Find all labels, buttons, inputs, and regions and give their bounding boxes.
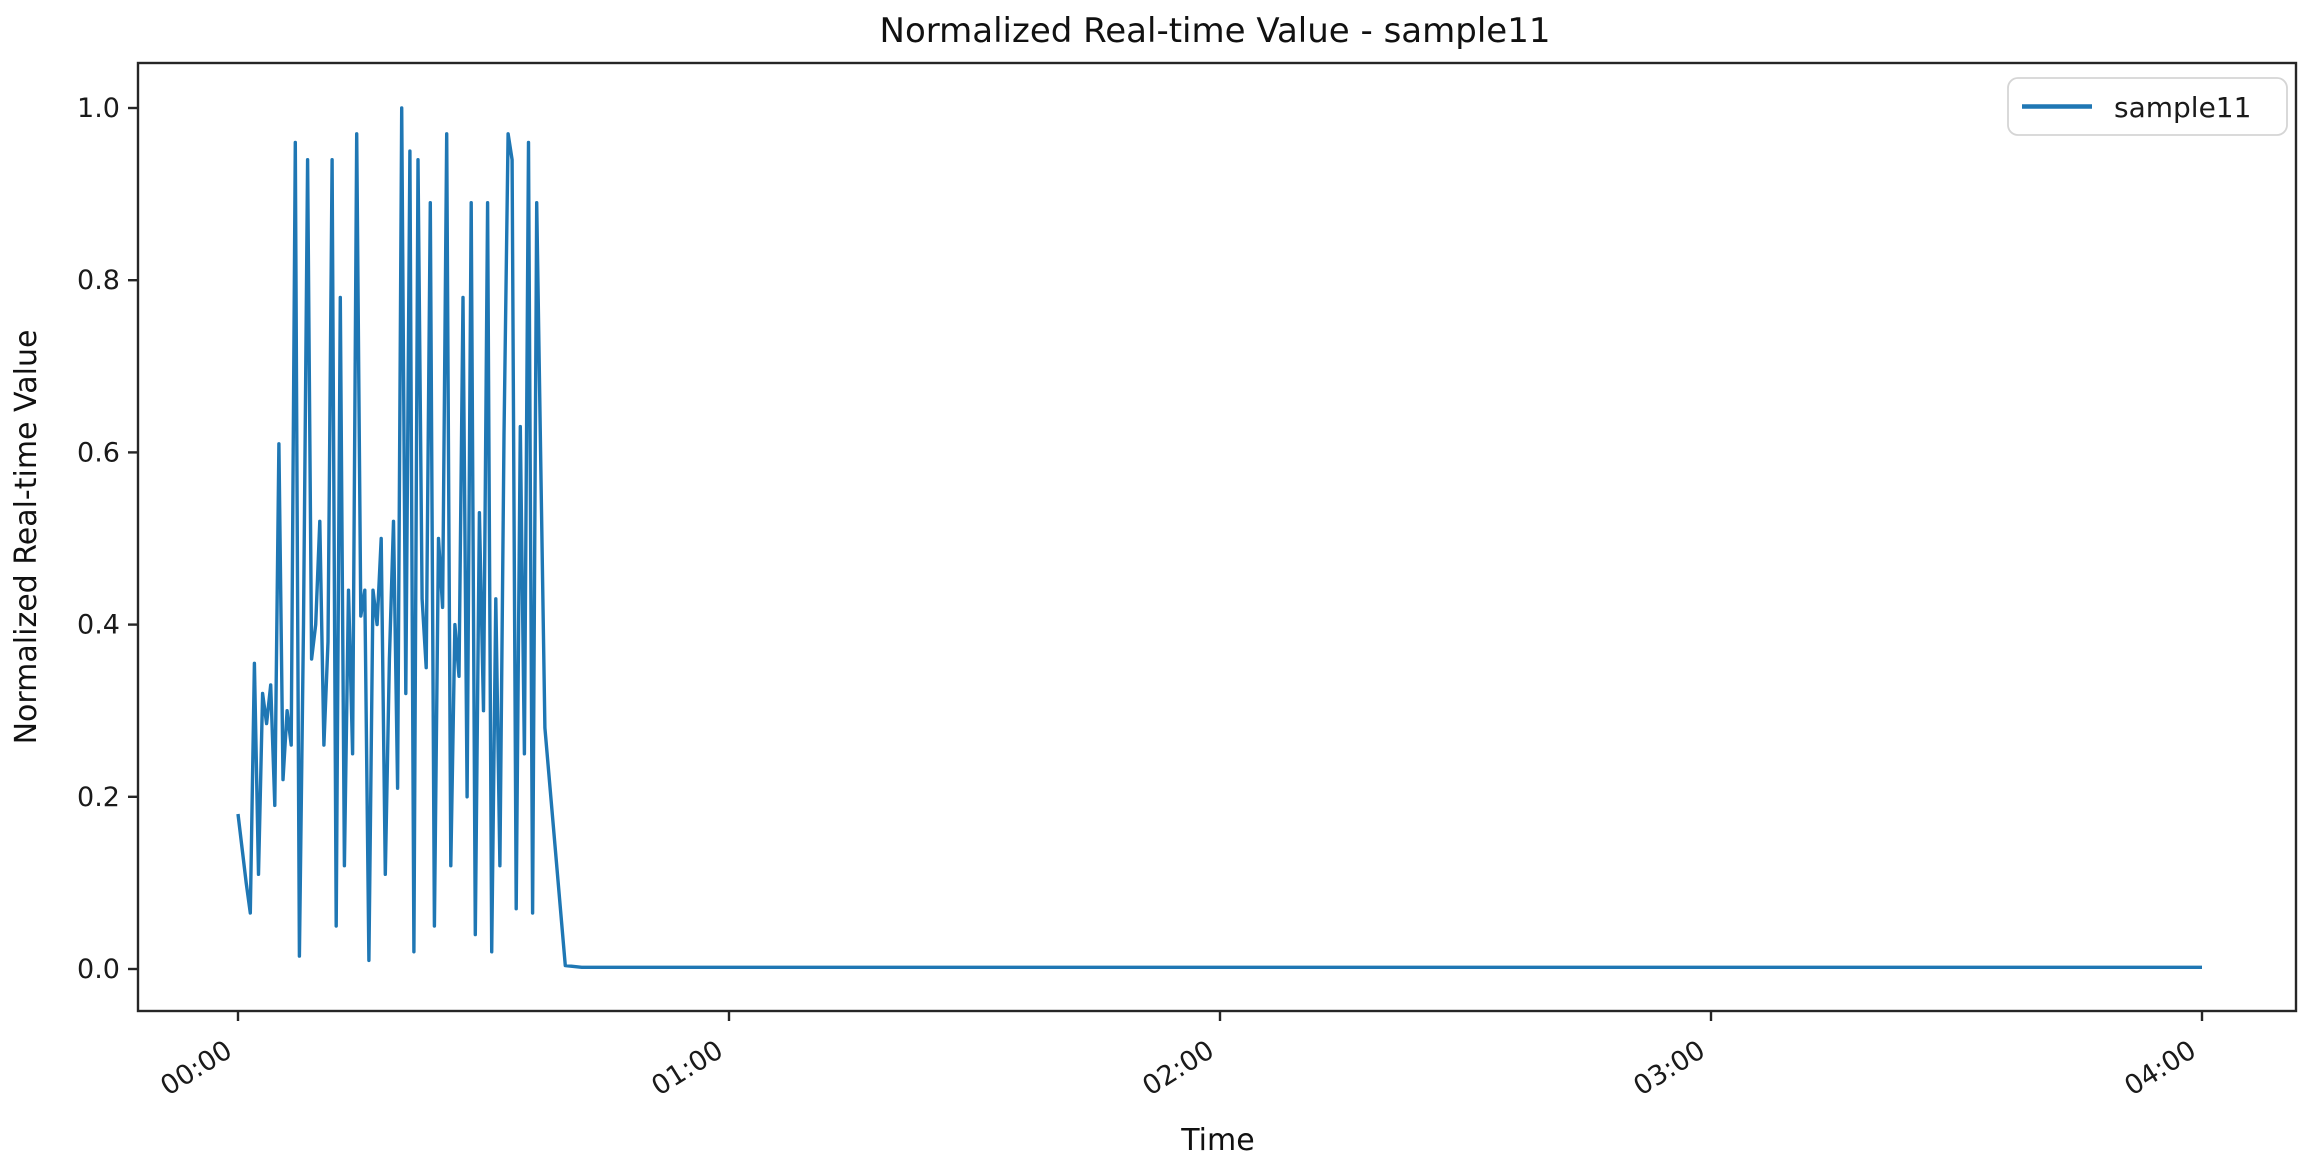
x-tick-marks	[236, 1011, 2204, 1021]
plot-area-frame	[136, 61, 2298, 1013]
y-tick-marks	[128, 106, 138, 971]
series-line-sample11	[236, 106, 2202, 969]
y-tick-label: 1.0	[77, 93, 120, 124]
y-axis-label: Normalized Real-time Value	[9, 330, 44, 745]
legend-box	[2007, 77, 2288, 136]
chart-title: Normalized Real-time Value - sample11	[880, 11, 1551, 51]
x-tick-label: 04:00	[2119, 1035, 2201, 1103]
x-tick-label: 03:00	[1628, 1035, 1710, 1103]
y-tick-label: 0.6	[77, 437, 120, 468]
x-tick-label: 00:00	[155, 1035, 237, 1103]
x-tick-labels: 00:00 01:00 02:00 03:00 04:00	[155, 1035, 2201, 1103]
y-tick-labels: 0.0 0.2 0.4 0.6 0.8 1.0	[77, 93, 120, 985]
y-tick-label: 0.4	[77, 610, 120, 641]
x-tick-label: 02:00	[1137, 1035, 1219, 1103]
y-tick-label: 0.2	[77, 782, 120, 813]
legend: sample11	[2007, 77, 2288, 136]
x-axis-label: Time	[1180, 1123, 1254, 1158]
y-tick-label: 0.8	[77, 265, 120, 296]
x-tick-label: 01:00	[646, 1035, 728, 1103]
legend-label: sample11	[2114, 91, 2251, 124]
y-tick-label: 0.0	[77, 954, 120, 985]
